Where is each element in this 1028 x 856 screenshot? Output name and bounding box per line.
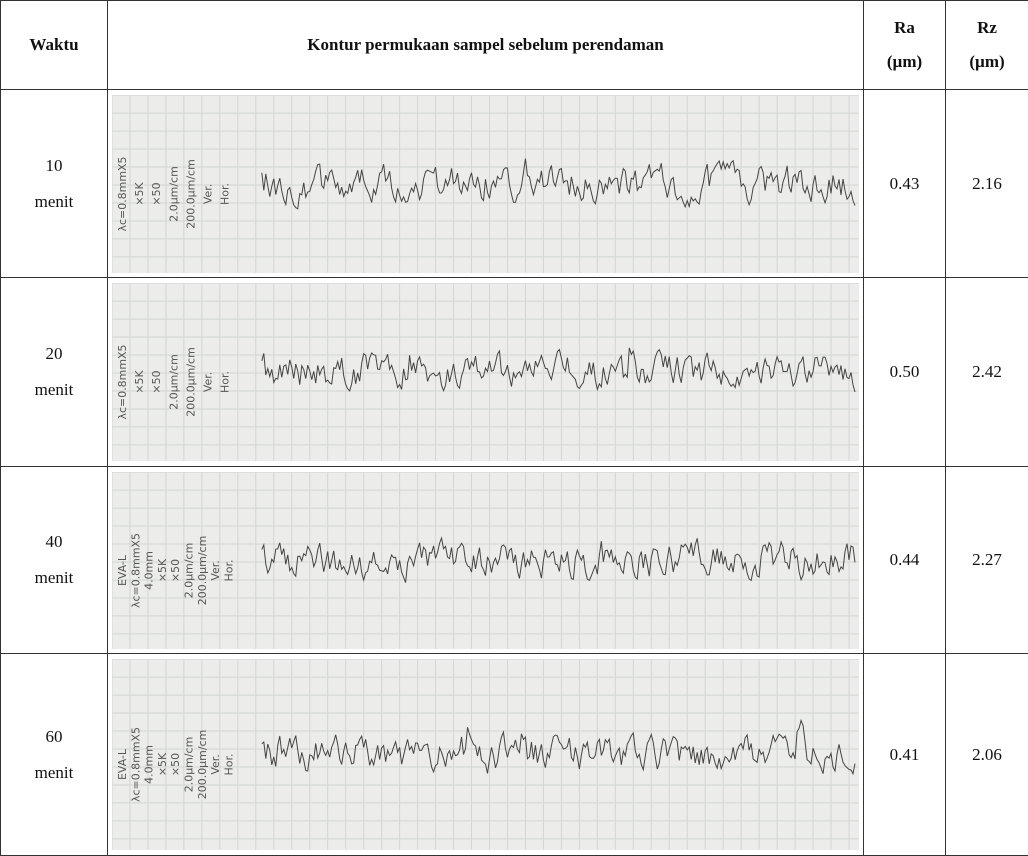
rz-cell: 2.06 <box>945 653 1028 856</box>
trace-label: λc=0.8mmX5 <box>116 345 129 420</box>
header-text: Waktu <box>29 35 79 54</box>
ra-cell: 0.41 <box>863 653 946 856</box>
trace-label: EVA-L <box>116 554 129 586</box>
trace-cell: EVA-L λc=0.8mmX5 4.0mm ×5K ×50 2.0µm/cm 200.0µ… <box>107 465 864 655</box>
time-unit: menit <box>34 762 74 782</box>
time-value: 60 <box>45 726 63 746</box>
rz-value: 2.27 <box>972 550 1002 570</box>
trace-label: 200.0µm/cm <box>184 159 197 228</box>
rz-value: 2.16 <box>972 173 1002 193</box>
trace-label: ×5K <box>156 752 169 776</box>
rz-cell: 2.27 <box>945 465 1028 655</box>
time-value: 40 <box>45 532 63 552</box>
surface-profile-image: λc=0.8mmX5 ×5K ×50 2.0µm/cm 200.0µm/cm Ver. Ho… <box>112 283 859 462</box>
header-text: Ra <box>894 18 915 37</box>
header-text: Rz <box>977 18 997 37</box>
time-cell: 40 menit <box>0 465 108 655</box>
header-unit: (µm) <box>969 52 1005 71</box>
surface-profile-image: λc=0.8mmX5 ×5K ×50 2.0µm/cm 200.0µm/cm Ver. Ho… <box>112 94 859 273</box>
rz-cell: 2.16 <box>945 88 1028 279</box>
trace-label: Hor. <box>223 754 236 776</box>
time-cell: 20 menit <box>0 277 108 467</box>
profile-trace <box>261 535 856 583</box>
ra-cell: 0.50 <box>863 277 946 467</box>
profile-trace <box>261 158 856 210</box>
trace-label: 4.0mm <box>143 745 156 784</box>
time-unit: menit <box>34 191 74 211</box>
table-row: 20 menit λc=0.8mmX5 ×5K ×50 2.0µm/cm 200.0µm/c… <box>0 277 1028 467</box>
trace-label: 2.0µm/cm <box>167 354 180 410</box>
trace-label: ×50 <box>169 753 182 776</box>
trace-label: 200.0µm/cm <box>184 347 197 416</box>
rz-cell: 2.42 <box>945 277 1028 467</box>
header-text: Kontur permukaan sampel sebelum perendam… <box>307 35 664 54</box>
trace-label: λc=0.8mmX5 <box>129 727 142 802</box>
trace-label: Ver. <box>202 184 215 204</box>
trace-label: 4.0mm <box>143 551 156 590</box>
time-unit: menit <box>34 380 74 400</box>
trace-label: Hor. <box>219 371 232 393</box>
trace-label: ×50 <box>150 182 163 205</box>
trace-label: Ver. <box>209 755 222 775</box>
trace-label: Hor. <box>223 559 236 581</box>
profile-trace <box>261 347 856 393</box>
surface-profile-image: EVA-L λc=0.8mmX5 4.0mm ×5K ×50 2.0µm/cm 200.0µ… <box>112 659 859 851</box>
trace-label: 2.0µm/cm <box>183 542 196 598</box>
trace-label: Ver. <box>202 372 215 392</box>
trace-label: Hor. <box>219 183 232 205</box>
trace-cell: EVA-L λc=0.8mmX5 4.0mm ×5K ×50 2.0µm/cm 200.0µ… <box>107 653 864 856</box>
header-cell: Waktu <box>0 0 108 90</box>
trace-label: ×5K <box>133 370 146 394</box>
trace-label: ×5K <box>133 181 146 205</box>
time-unit: menit <box>34 568 74 588</box>
rz-value: 2.06 <box>972 744 1002 764</box>
trace-label: 2.0µm/cm <box>167 166 180 222</box>
trace-label: ×5K <box>156 558 169 582</box>
ra-cell: 0.43 <box>863 88 946 279</box>
time-value: 10 <box>45 155 63 175</box>
time-cell: 10 menit <box>0 88 108 279</box>
trace-label: ×50 <box>150 371 163 394</box>
rz-value: 2.42 <box>972 362 1002 382</box>
table-row: 10 menit λc=0.8mmX5 ×5K ×50 2.0µm/cm 200.0µm/c… <box>0 88 1028 279</box>
trace-label: 200.0µm/cm <box>196 730 209 799</box>
trace-cell: λc=0.8mmX5 ×5K ×50 2.0µm/cm 200.0µm/cm Ver. Ho… <box>107 88 864 279</box>
ra-value: 0.43 <box>889 173 920 193</box>
trace-label: ×50 <box>169 559 182 582</box>
trace-label: λc=0.8mmX5 <box>129 533 142 608</box>
header-cell: Rz (µm) <box>945 0 1028 90</box>
table-body: 10 menit λc=0.8mmX5 ×5K ×50 2.0µm/cm 200.0µm/c… <box>0 88 1028 856</box>
trace-label: 200.0µm/cm <box>196 535 209 604</box>
time-value: 20 <box>45 344 63 364</box>
ra-cell: 0.44 <box>863 465 946 655</box>
ra-value: 0.50 <box>889 362 920 382</box>
table-row: 40 menit EVA-L λc=0.8mmX5 4.0mm ×5K ×50 2.0µm/c… <box>0 465 1028 655</box>
header-row: Waktu Kontur permukaan sampel sebelum pe… <box>0 0 1028 90</box>
time-cell: 60 menit <box>0 653 108 856</box>
trace-label: λc=0.8mmX5 <box>116 156 129 231</box>
ra-value: 0.44 <box>889 550 920 570</box>
table-row: 60 menit EVA-L λc=0.8mmX5 4.0mm ×5K ×50 2.0µm/c… <box>0 653 1028 856</box>
trace-label: EVA-L <box>116 748 129 780</box>
trace-label: 2.0µm/cm <box>183 737 196 793</box>
ra-value: 0.41 <box>889 744 920 764</box>
header-cell: Ra (µm) <box>863 0 946 90</box>
surface-profile-image: EVA-L λc=0.8mmX5 4.0mm ×5K ×50 2.0µm/cm 200.0µ… <box>112 471 859 649</box>
trace-label: Ver. <box>209 560 222 580</box>
trace-cell: λc=0.8mmX5 ×5K ×50 2.0µm/cm 200.0µm/cm Ver. Ho… <box>107 277 864 467</box>
header-unit: (µm) <box>886 52 923 71</box>
header-cell: Kontur permukaan sampel sebelum perendam… <box>107 0 864 90</box>
profile-trace <box>261 719 856 776</box>
